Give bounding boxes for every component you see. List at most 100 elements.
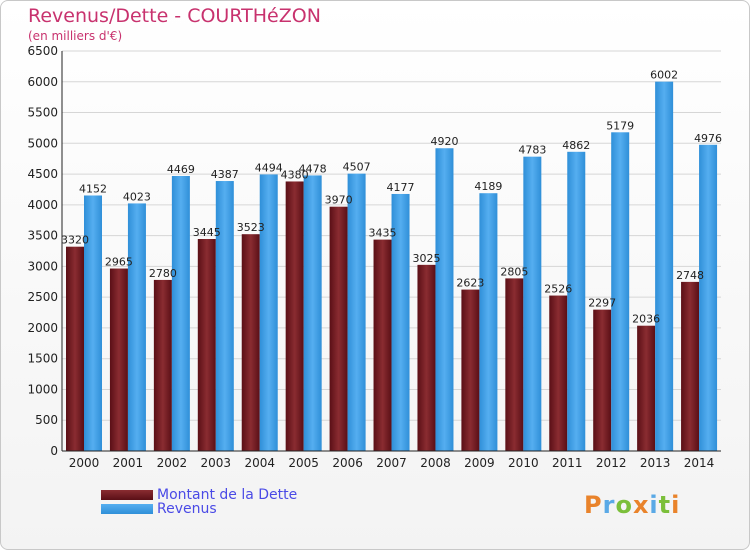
- logo-letter: t: [658, 491, 672, 519]
- revenue-value-label: 4783: [518, 144, 546, 157]
- x-tick-label: 2008: [420, 456, 451, 470]
- y-tick-label: 5500: [27, 106, 58, 120]
- debt-bar: [285, 181, 304, 451]
- debt-swatch: [101, 490, 153, 500]
- revenue-bar: [84, 195, 102, 451]
- legend-label-revenue: Revenus: [157, 501, 217, 517]
- y-tick-label: 3000: [27, 259, 58, 273]
- y-tick-label: 6000: [27, 75, 58, 89]
- revenue-bar: [347, 173, 366, 451]
- debt-value-label: 3025: [412, 252, 440, 265]
- logo-letter: i: [649, 491, 659, 519]
- y-tick-label: 5000: [27, 136, 58, 150]
- debt-value-label: 2623: [456, 277, 484, 290]
- debt-value-label: 2036: [632, 313, 660, 326]
- revenue-bar: [655, 81, 674, 452]
- revenue-value-label: 4920: [430, 135, 458, 148]
- revenue-bar: [215, 181, 234, 451]
- revenue-value-label: 4387: [211, 168, 239, 181]
- debt-value-label: 2526: [544, 283, 572, 296]
- logo-letter: r: [602, 491, 616, 519]
- revenue-bar: [259, 174, 278, 451]
- x-tick-label: 2009: [464, 456, 495, 470]
- proxiti-logo: Proxiti: [584, 491, 680, 519]
- debt-value-label: 3523: [237, 221, 265, 234]
- revenue-value-label: 4469: [167, 163, 195, 176]
- logo-letter: P: [584, 491, 603, 519]
- logo-letter: i: [671, 491, 681, 519]
- debt-value-label: 3445: [193, 226, 221, 239]
- debt-bar: [461, 289, 480, 451]
- debt-value-label: 3970: [325, 194, 353, 207]
- debt-bar: [637, 325, 656, 451]
- revenue-bar: [303, 175, 322, 451]
- revenue-value-label: 4494: [255, 161, 283, 174]
- y-tick-label: 500: [35, 413, 58, 427]
- x-tick-label: 2003: [201, 456, 232, 470]
- debt-value-label: 2965: [105, 256, 133, 269]
- y-tick-label: 1500: [27, 352, 58, 366]
- revenue-bar: [391, 193, 410, 451]
- logo-letter: o: [615, 491, 633, 519]
- revenue-value-label: 4177: [387, 181, 415, 194]
- x-tick-label: 2010: [508, 456, 539, 470]
- x-tick-label: 2014: [684, 456, 715, 470]
- y-tick-label: 1000: [27, 382, 58, 396]
- x-tick-label: 2001: [113, 456, 144, 470]
- x-tick-label: 2013: [640, 456, 671, 470]
- x-tick-label: 2012: [596, 456, 627, 470]
- x-tick-label: 2006: [332, 456, 363, 470]
- revenue-value-label: 5179: [606, 119, 634, 132]
- debt-bar: [197, 239, 216, 451]
- x-tick-label: 2005: [288, 456, 319, 470]
- revenue-bar: [127, 203, 146, 451]
- revenue-value-label: 4189: [474, 180, 502, 193]
- y-tick-label: 3500: [27, 229, 58, 243]
- debt-value-label: 3320: [61, 234, 89, 247]
- revenue-value-label: 6002: [650, 69, 678, 82]
- revenue-value-label: 4478: [299, 162, 327, 175]
- legend-item-debt: Montant de la Dette: [101, 487, 297, 503]
- debt-bar: [417, 264, 436, 451]
- y-tick-label: 2500: [27, 290, 58, 304]
- revenue-value-label: 4152: [79, 182, 107, 195]
- debt-bar: [549, 295, 568, 451]
- debt-bar: [505, 278, 524, 451]
- debt-value-label: 2297: [588, 297, 616, 310]
- debt-value-label: 3435: [369, 227, 397, 240]
- chart-title: Revenus/Dette - COURTHéZON: [28, 5, 321, 27]
- debt-bar: [373, 239, 392, 451]
- revenue-value-label: 4862: [562, 139, 590, 152]
- revenue-bar: [435, 148, 454, 451]
- debt-value-label: 2748: [676, 269, 704, 282]
- debt-bar: [109, 268, 128, 451]
- x-tick-label: 2011: [552, 456, 583, 470]
- debt-bar: [329, 206, 348, 451]
- revenue-bar: [171, 175, 190, 451]
- y-tick-label: 2000: [27, 321, 58, 335]
- revenue-value-label: 4507: [343, 161, 371, 174]
- revenue-bar: [479, 193, 498, 451]
- revenue-bar: [699, 144, 718, 452]
- y-tick-label: 6500: [27, 44, 58, 58]
- debt-value-label: 4380: [281, 168, 309, 181]
- legend-item-revenue: Revenus: [101, 501, 217, 517]
- chart-subtitle: (en milliers d'€): [28, 29, 123, 43]
- debt-bar: [66, 246, 84, 451]
- revenue-bar: [523, 156, 542, 451]
- revenue-bar: [611, 132, 630, 452]
- x-tick-label: 2000: [69, 456, 100, 470]
- debt-bar: [153, 279, 172, 451]
- revenue-swatch: [101, 504, 153, 514]
- x-tick-label: 2002: [157, 456, 188, 470]
- y-tick-label: 0: [50, 444, 58, 458]
- debt-bar: [681, 281, 700, 451]
- legend-label-debt: Montant de la Dette: [157, 487, 298, 503]
- revenue-value-label: 4976: [694, 132, 722, 145]
- debt-bar: [593, 309, 612, 451]
- revenue-value-label: 4023: [123, 190, 151, 203]
- logo-letter: x: [632, 491, 650, 519]
- y-tick-label: 4500: [27, 167, 58, 181]
